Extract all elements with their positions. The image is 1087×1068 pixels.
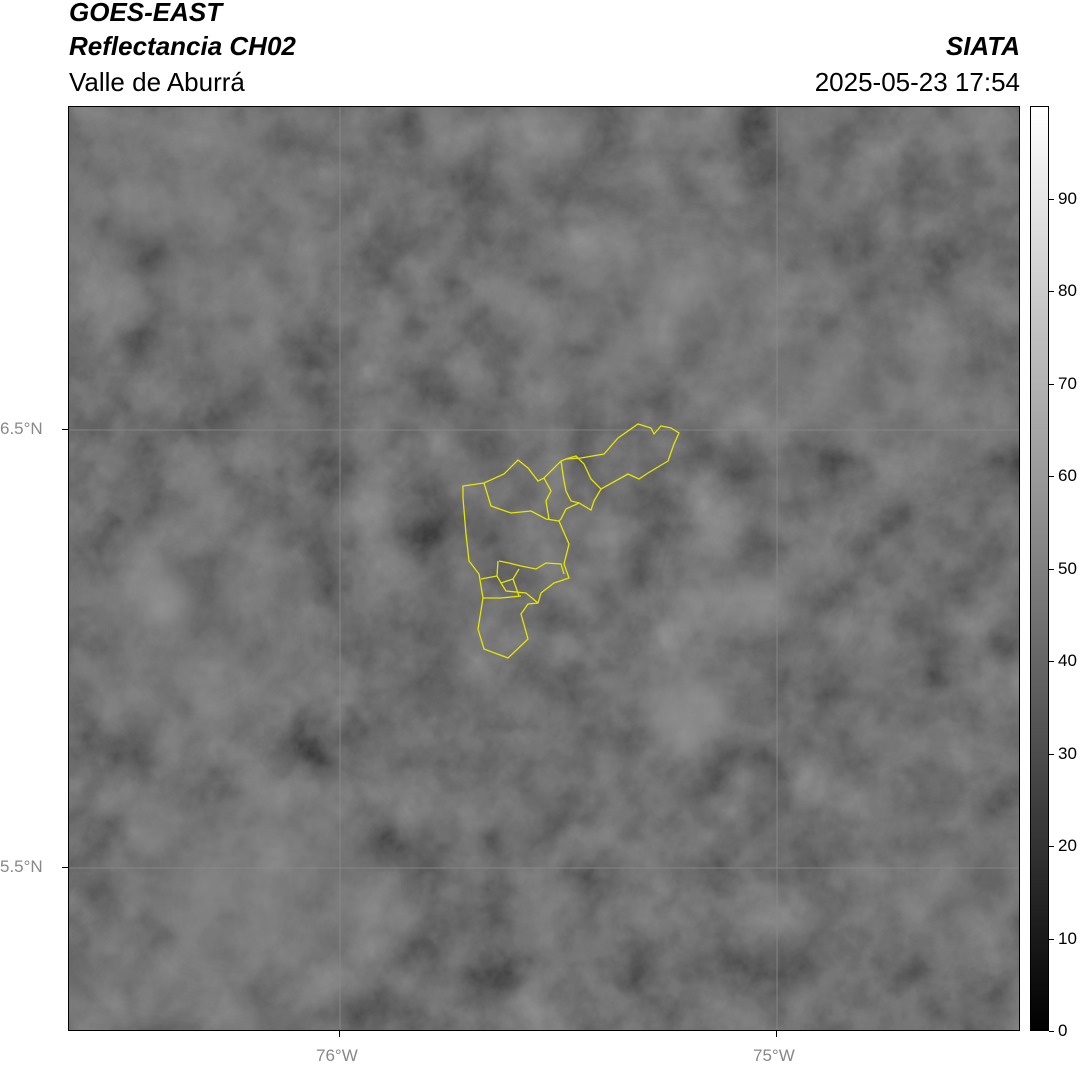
outer-boundary [462,423,680,659]
colorbar-tick-label: 90 [1058,188,1077,208]
colorbar-tick [1049,846,1054,847]
colorbar-tick [1049,753,1054,755]
colorbar-tick [1049,198,1054,200]
lat-tick-6-5n [62,429,68,430]
colorbar-tick-label: 0 [1058,1021,1068,1040]
colorbar-tick-label: 10 [1058,928,1077,948]
lat-tick-5-5n [62,867,68,868]
colorbar-tick-label: 60 [1058,466,1077,485]
colorbar-tick-label: 30 [1058,743,1077,763]
colorbar-tick [1049,661,1054,662]
colorbar-tick [1049,938,1054,940]
colorbar-tick-label: 20 [1058,836,1077,855]
product-title: Reflectancia CH02 [69,31,296,61]
satellite-map [68,106,1020,1031]
satellite-title: GOES-EAST [69,0,223,27]
colorbar-tick [1049,568,1054,570]
colorbar-tick [1049,383,1054,385]
lon-tick-76w [339,1031,340,1037]
lat-label-5-5n: 5.5°N [0,857,43,876]
lon-tick-75w [776,1031,777,1037]
lat-label-6-5n: 6.5°N [0,419,43,438]
organization-label: SIATA [945,31,1020,61]
datetime-label: 2025-05-23 17:54 [814,67,1020,97]
colorbar-tick-label: 50 [1058,558,1077,578]
colorbar-tick [1049,476,1054,477]
region-label: Valle de Aburrá [69,67,245,97]
reflectance-image [69,107,1019,1030]
colorbar [1030,106,1049,1031]
valle-de-aburra-boundaries [462,423,680,659]
gridlines [69,107,1019,1030]
lon-label-76w: 76°W [316,1046,358,1065]
colorbar-tick-label: 40 [1058,651,1077,670]
colorbar-tick [1049,1031,1054,1032]
lon-label-75w: 75°W [753,1046,795,1065]
colorbar-tick [1049,291,1054,292]
colorbar-tick-label: 80 [1058,281,1077,300]
municipal-boundaries [480,455,602,604]
colorbar-tick-label: 70 [1058,373,1077,393]
